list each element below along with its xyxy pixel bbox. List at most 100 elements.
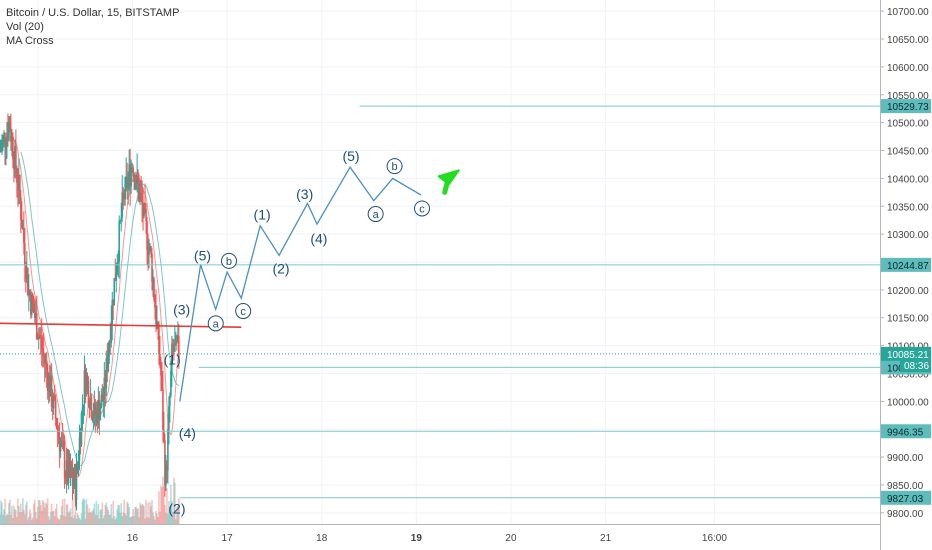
price-tick-label: 10600.00: [887, 63, 929, 74]
countdown-label: 08:36: [904, 361, 929, 372]
candle-body: [32, 303, 35, 313]
volume-bar: [0, 514, 1, 524]
wave-label: b: [392, 161, 398, 173]
volume-bar: [54, 508, 57, 524]
candle-body: [139, 192, 141, 202]
candle-body: [27, 267, 29, 295]
time-tick-label: 16: [127, 533, 139, 544]
volume-bar: [113, 515, 116, 524]
volume-bar: [166, 488, 168, 524]
volume-bar: [25, 504, 27, 524]
candle-body: [124, 176, 126, 200]
volume-bar: [118, 505, 121, 524]
candle-body: [136, 172, 138, 185]
green-arrow-head: [437, 169, 460, 186]
volume-bar: [123, 499, 125, 524]
candle-body: [22, 228, 24, 230]
volume-bar: [47, 516, 50, 524]
volume-bar: [134, 507, 136, 524]
candle-body: [148, 249, 150, 255]
candle-body: [2, 136, 4, 142]
candle-body: [84, 370, 87, 391]
candle-body: [166, 466, 168, 471]
volume-bar: [112, 500, 115, 524]
candle-body: [76, 464, 79, 466]
volume-bar: [117, 504, 120, 524]
candle-body: [103, 377, 106, 400]
candle-body: [132, 167, 134, 177]
candle-body: [173, 347, 175, 352]
volume-bar: [27, 519, 29, 524]
volume-bar: [59, 514, 62, 524]
volume-bar: [177, 505, 179, 524]
volume-bar: [50, 503, 53, 524]
time-tick-label: 21: [600, 533, 612, 544]
volume-bar: [39, 505, 42, 524]
volume-bar: [100, 509, 103, 524]
candle-body: [63, 449, 66, 478]
candle-body: [53, 396, 56, 400]
volume-bar: [64, 516, 67, 524]
volume-bar: [7, 514, 9, 524]
candle-body: [156, 322, 158, 326]
volume-bar: [6, 513, 8, 524]
volume-bar: [55, 503, 58, 524]
volume-bar: [82, 498, 85, 524]
candle-body: [130, 168, 132, 187]
candle-body: [83, 370, 86, 405]
volume-bar: [126, 502, 128, 524]
volume-bar: [31, 517, 34, 524]
level-lines: [0, 105, 880, 499]
candle-body: [70, 467, 73, 477]
candle-body: [102, 399, 105, 402]
price-tick-label: 10650.00: [887, 35, 929, 46]
candle-body: [140, 192, 142, 196]
candle-body: [75, 464, 78, 500]
price-tick-label: 10000.00: [887, 397, 929, 408]
candle-body: [101, 394, 104, 402]
time-axis[interactable]: 15 16 17 18 19 20 21 16:00: [0, 524, 880, 550]
volume-bar: [162, 476, 164, 524]
candle-body: [86, 375, 89, 381]
volume-bar: [96, 515, 99, 524]
candle-body: [95, 410, 98, 418]
candle-body: [16, 170, 18, 184]
candle-body: [48, 375, 51, 397]
candle-body: [178, 336, 180, 359]
volume-bar: [145, 499, 147, 524]
volume-bar: [140, 505, 142, 524]
volume-bar: [80, 513, 83, 524]
candle-body: [64, 477, 67, 479]
wave-label-circle: [207, 315, 224, 332]
candle-body: [73, 470, 76, 485]
volume-bar: [169, 506, 171, 524]
volume-bar: [78, 517, 81, 524]
volume-bar: [48, 519, 51, 524]
volume-bar: [36, 506, 39, 524]
candle-body: [37, 335, 40, 339]
wave-label: a: [373, 209, 380, 221]
volume-bar: [28, 516, 30, 524]
price-axis[interactable]: 9800.009850.009900.009950.0010000.001005…: [880, 0, 932, 550]
volume-bar: [93, 503, 96, 524]
volume-bar: [131, 516, 133, 524]
volume-bar: [37, 500, 40, 524]
candle-body: [170, 371, 172, 396]
candle-body: [49, 375, 52, 397]
candle-body: [169, 395, 171, 407]
volume-bar: [24, 514, 26, 524]
candle-body: [106, 358, 109, 371]
wave-label-circle: [235, 303, 252, 320]
volume-bar: [178, 498, 180, 524]
volume-bar: [175, 519, 177, 524]
ma-cross-indicator-label[interactable]: MA Cross: [6, 35, 54, 47]
level-badge-label: 9827.03: [887, 494, 924, 505]
candle-body: [122, 192, 124, 195]
candle-body: [8, 122, 10, 139]
symbol-title[interactable]: Bitcoin / U.S. Dollar, 15, BITSTAMP: [6, 7, 180, 19]
volume-bar: [139, 502, 141, 524]
volume-indicator-label[interactable]: Vol (20): [6, 21, 44, 33]
candle-body: [126, 176, 128, 189]
volume-bar: [138, 517, 140, 524]
